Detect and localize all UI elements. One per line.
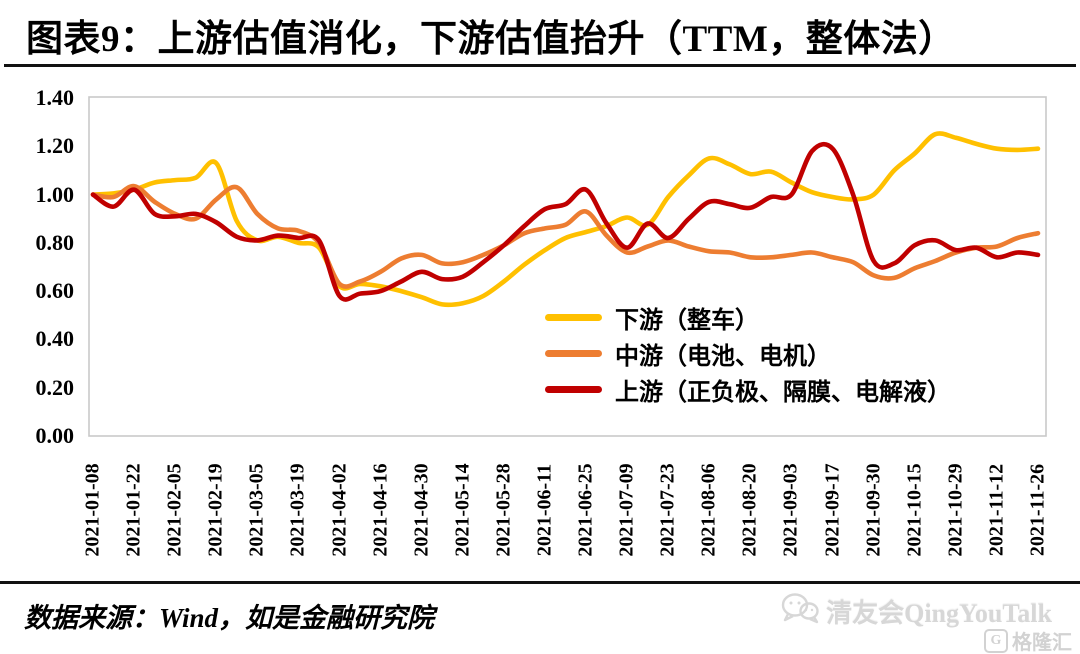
chart-legend: 下游（整车） 中游（电池、电机） 上游（正负极、隔膜、电解液） — [545, 299, 951, 407]
legend-item-2: 上游（正负极、隔膜、电解液） — [545, 371, 951, 407]
x-tick-label: 2021-05-28 — [492, 463, 515, 557]
legend-item-0: 下游（整车） — [545, 299, 951, 335]
legend-swatch-icon — [545, 349, 602, 357]
y-tick-label: 0.80 — [35, 229, 75, 255]
x-tick-label: 2021-09-17 — [821, 463, 844, 557]
x-tick-label: 2021-10-15 — [903, 463, 926, 557]
series-line-0 — [90, 131, 1041, 308]
y-tick-label: 0.00 — [35, 423, 75, 448]
x-tick-label: 2021-02-05 — [163, 463, 186, 557]
wechat-icon — [780, 592, 820, 631]
x-tick-label: 2021-03-19 — [286, 463, 309, 557]
x-tick-label: 2021-06-25 — [574, 463, 597, 557]
legend-swatch-icon — [545, 313, 602, 321]
gelonghui-logo: G 格隆汇 — [984, 626, 1072, 654]
watermark: 清友会QingYouTalk — [780, 592, 1052, 631]
title-divider — [4, 64, 1076, 67]
legend-label: 上游（正负极、隔膜、电解液） — [615, 379, 951, 406]
y-tick-label: 0.20 — [35, 374, 75, 400]
chart-title: 图表9：上游估值消化，下游估值抬升（TTM，整体法） — [26, 19, 956, 60]
x-tick-label: 2021-11-26 — [1026, 463, 1049, 557]
watermark-text: 清友会QingYouTalk — [826, 599, 1052, 628]
legend-label: 中游（电池、电机） — [615, 343, 831, 370]
gelonghui-logo-text: 格隆汇 — [1012, 632, 1072, 654]
y-tick-label: 0.40 — [35, 326, 75, 352]
x-tick-label: 2021-03-05 — [245, 463, 268, 557]
x-tick-label: 2021-04-30 — [410, 463, 433, 557]
legend-label: 下游（整车） — [615, 307, 759, 334]
legend-item-1: 中游（电池、电机） — [545, 335, 951, 371]
x-tick-label: 2021-02-19 — [204, 463, 227, 557]
y-tick-label: 0.60 — [35, 278, 75, 304]
y-tick-label: 1.00 — [35, 181, 75, 207]
y-tick-label: 1.20 — [35, 133, 75, 159]
y-tick-label: 1.40 — [35, 85, 75, 110]
x-tick-label: 2021-01-08 — [81, 463, 104, 557]
x-tick-label: 2021-07-23 — [656, 463, 679, 557]
gelonghui-logo-icon: G — [984, 628, 1008, 653]
x-tick-label: 2021-04-02 — [328, 463, 351, 557]
x-tick-label: 2021-01-22 — [122, 463, 145, 557]
x-tick-label: 2021-09-03 — [779, 463, 802, 557]
series-line-1 — [90, 183, 1041, 289]
x-tick-label: 2021-05-14 — [451, 463, 474, 557]
x-tick-label: 2021-06-11 — [533, 463, 556, 557]
legend-swatch-icon — [545, 385, 602, 393]
plot-area-border — [88, 96, 1047, 437]
x-tick-label: 2021-09-30 — [862, 463, 885, 557]
x-tick-label: 2021-11-12 — [985, 463, 1008, 557]
x-tick-label: 2021-10-29 — [944, 463, 967, 557]
series-line-2 — [90, 141, 1041, 302]
x-tick-label: 2021-04-16 — [369, 463, 392, 557]
footer-divider — [0, 581, 1080, 584]
x-tick-label: 2021-07-09 — [615, 463, 638, 557]
x-tick-label: 2021-08-20 — [738, 463, 761, 557]
x-tick-label: 2021-08-06 — [697, 463, 720, 557]
source-note: 数据来源：Wind，如是金融研究院 — [24, 603, 435, 633]
